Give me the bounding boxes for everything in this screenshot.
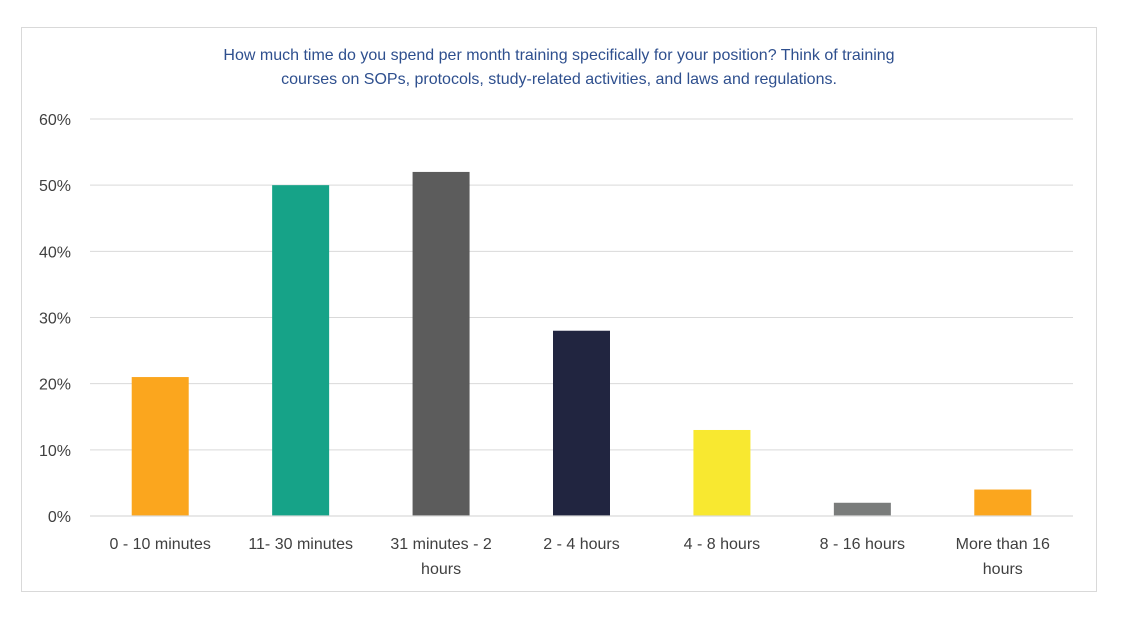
x-tick-label-line: 2 - 4 hours <box>543 536 619 553</box>
y-tick-label: 30% <box>39 311 71 328</box>
y-tick-label: 40% <box>39 244 71 261</box>
gridlines <box>90 118 1073 451</box>
y-tick-label: 10% <box>39 443 71 460</box>
bar <box>974 489 1032 516</box>
x-tick-label: 11- 30 minutes <box>248 536 353 553</box>
y-axis-ticks: 0% 10% 20% 30% 40% 50% 60% <box>39 112 71 526</box>
x-tick-label: 2 - 4 hours <box>543 536 619 553</box>
x-tick-label: 0 - 10 minutes <box>110 536 211 553</box>
bar <box>693 429 751 516</box>
bar <box>553 330 610 516</box>
x-tick-label-line: hours <box>983 561 1023 578</box>
x-tick-label: 31 minutes - 2 hours <box>390 536 491 578</box>
x-tick-label-line: hours <box>421 561 461 578</box>
x-tick-label-line: 0 - 10 minutes <box>110 536 211 553</box>
y-tick-label: 0% <box>48 509 71 526</box>
bar <box>272 185 330 516</box>
x-tick-label: More than 16 hours <box>956 536 1050 578</box>
x-tick-label: 8 - 16 hours <box>820 536 905 553</box>
chart-title: How much time do you spend per month tra… <box>21 44 1097 92</box>
x-tick-label-line: More than 16 <box>956 536 1050 553</box>
x-tick-label-line: 4 - 8 hours <box>684 536 760 553</box>
x-tick-label-line: 8 - 16 hours <box>820 536 905 553</box>
bar <box>833 502 891 516</box>
x-tick-label-line: 31 minutes - 2 <box>390 536 491 553</box>
bar <box>412 171 470 516</box>
y-tick-label: 50% <box>39 178 71 195</box>
y-tick-label: 20% <box>39 377 71 394</box>
bar <box>131 377 189 516</box>
bars <box>131 171 1032 516</box>
chart-title-line-1: How much time do you spend per month tra… <box>223 47 895 64</box>
y-tick-label: 60% <box>39 112 71 129</box>
x-axis-labels: 0 - 10 minutes 11- 30 minutes 31 minutes -… <box>110 536 1051 578</box>
x-tick-label-line: 11- 30 minutes <box>248 536 353 553</box>
chart-title-line-2: courses on SOPs, protocols, study-relate… <box>281 71 837 88</box>
x-tick-label: 4 - 8 hours <box>684 536 760 553</box>
